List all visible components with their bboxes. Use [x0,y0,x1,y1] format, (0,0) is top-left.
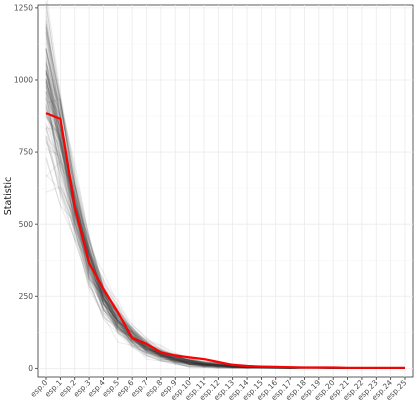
y-tick-label: 0 [28,364,33,373]
y-axis: 0 250 500 750 1000 1250 [14,3,38,373]
observed-series-group [45,112,405,369]
y-axis-title: Statistic [3,177,14,215]
y-tick-label: 1250 [14,3,33,12]
y-tick-label: 750 [19,148,34,157]
panel-border [37,4,414,378]
grid-lines [38,5,413,377]
y-tick-label: 500 [19,220,34,229]
x-axis: esp.0esp.1esp.2esp.3esp.4esp.5esp.6esp.7… [29,377,409,402]
y-tick-label: 250 [19,292,34,301]
observed-series-line [45,112,405,369]
y-tick-label: 1000 [14,76,33,85]
